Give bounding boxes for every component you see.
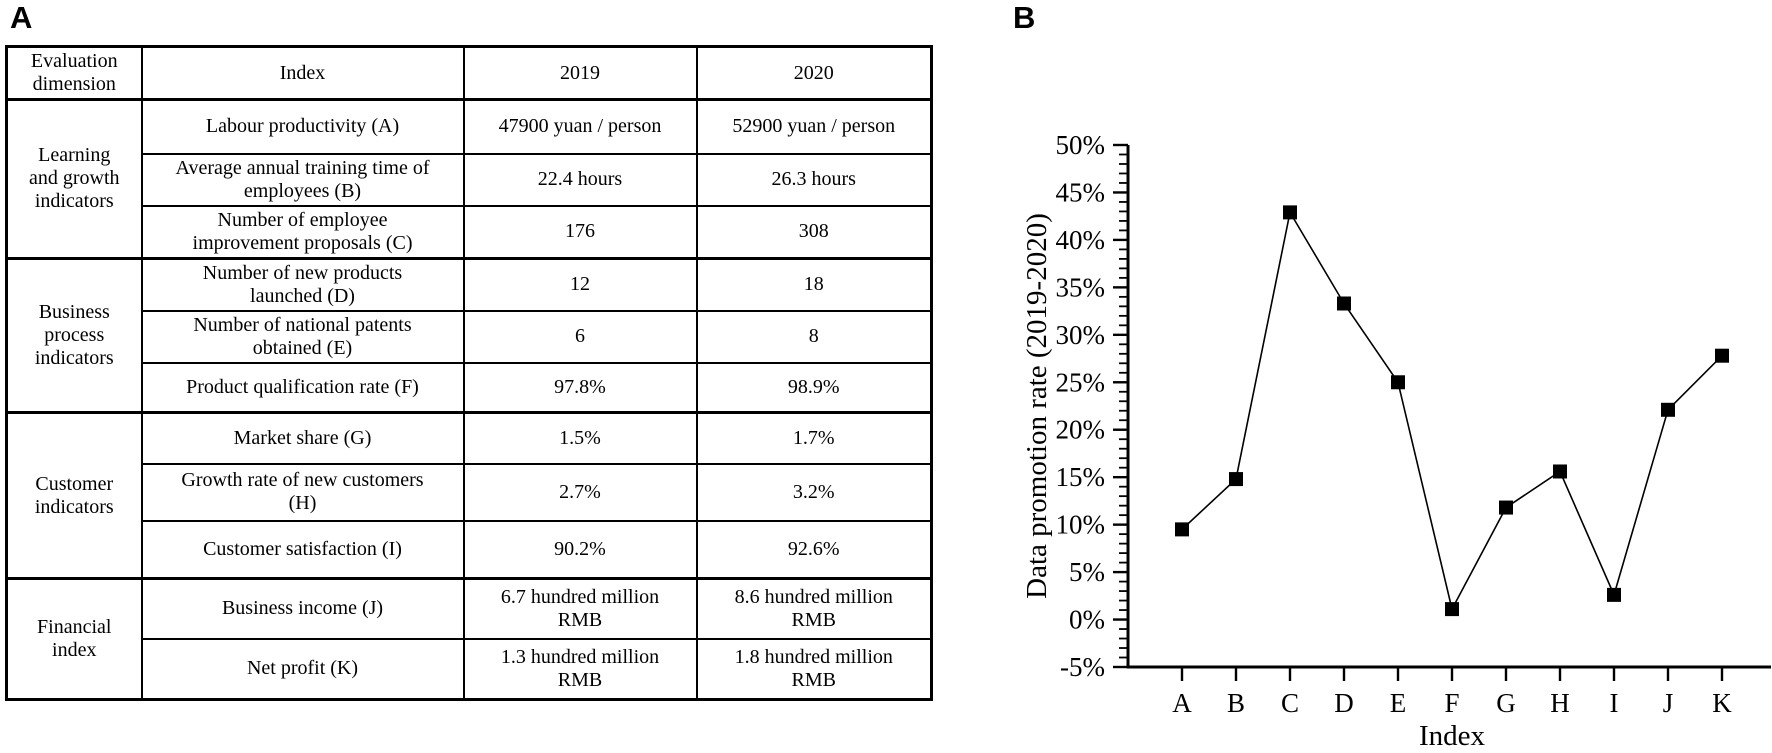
y-tick-label: 25% [1056,367,1106,397]
index-cell: Number of new products launched (D) [140,256,465,312]
y-tick-label: 0% [1069,605,1105,635]
value-2020-cell: 8 [695,309,933,364]
y-tick-label: 35% [1056,272,1106,302]
value-2019-cell: 1.3 hundred million RMB [462,637,698,701]
value-2019-cell: 2.7% [462,462,698,522]
value-2019-cell: 47900 yuan / person [462,98,698,155]
table-row: Customer satisfaction (I) 90.2% 92.6% [7,519,933,580]
y-tick-label: 5% [1069,557,1105,587]
data-point-E [1391,375,1405,390]
y-tick-label: 40% [1056,225,1106,255]
x-tick-label: A [1172,688,1192,718]
x-tick-label: J [1663,688,1674,718]
table-row: Learning and growth indicators Labour pro… [5,98,933,259]
value-2019-cell: 6.7 hundred million RMB [462,577,698,640]
table-row: Growth rate of new customers (H) 2.7% 3.2% [7,462,933,522]
y-tick-label: 20% [1056,415,1106,445]
value-2019-cell: 22.4 hours [462,152,698,207]
table-row: Net profit (K) 1.3 hundred million RMB 1.8… [7,637,933,701]
table-row: Customer indicators Market share (G) 1.5% 1… [5,411,933,580]
y-tick-label: 50% [1056,130,1106,160]
value-2020-cell: 52900 yuan / person [695,98,933,155]
x-tick-label: C [1281,688,1299,718]
data-point-I [1607,587,1621,602]
data-line [1181,210,1723,612]
data-point-K [1715,348,1729,363]
x-tick-label: I [1610,688,1619,718]
x-tick-label: K [1712,688,1732,718]
value-2019-cell: 1.5% [462,411,698,465]
dimension-cell: Learning and growth indicators [5,98,143,259]
y-tick-label: -5% [1060,652,1105,682]
x-tick-label: F [1444,688,1459,718]
y-tick-label: 45% [1056,177,1106,207]
data-point-J [1661,402,1675,417]
index-cell: Market share (G) [140,411,465,465]
table-row: Number of employee improvement proposals… [7,204,933,259]
evaluation-table-body: Learning and growth indicators Labour pro… [5,98,933,701]
value-2020-cell: 1.7% [695,411,933,465]
column-header: 2019 [462,45,698,101]
value-2020-cell: 1.8 hundred million RMB [695,637,933,701]
index-cell: Net profit (K) [140,637,465,701]
index-cell: Number of national patents obtained (E) [140,309,465,364]
table-row: Product qualification rate (F) 97.8% 98.9% [7,361,933,414]
x-tick-label: E [1390,688,1407,718]
value-2020-cell: 308 [695,204,933,259]
x-tick-label: D [1334,688,1354,718]
value-2020-cell: 26.3 hours [695,152,933,207]
value-2019-cell: 176 [462,204,698,259]
header-row: Evaluation dimension Index 2019 2020 [5,45,933,101]
index-cell: Business income (J) [140,577,465,640]
x-tick-label: G [1496,688,1516,718]
y-tick-label: 15% [1056,462,1106,492]
data-point-H [1553,464,1567,479]
x-tick-label: H [1550,688,1570,718]
data-point-G [1499,500,1513,515]
table-row: Business process indicators Number of new… [5,256,933,414]
data-point-D [1337,296,1351,311]
index-cell: Growth rate of new customers (H) [140,462,465,522]
panel-b-label: B [1013,0,1036,35]
table-row: Average annual training time of employee… [7,152,933,207]
column-header: Evaluation dimension [5,45,143,101]
data-point-A [1175,522,1189,537]
table-row: Financial index Business income (J) 6.7 hu… [5,577,933,701]
value-2020-cell: 3.2% [695,462,933,522]
data-point-C [1283,205,1297,220]
data-point-B [1229,472,1243,487]
y-tick-label: 10% [1056,510,1106,540]
dimension-cell: Financial index [5,577,143,701]
value-2020-cell: 18 [695,256,933,312]
x-tick-label: B [1227,688,1245,718]
data-point-F [1445,602,1459,617]
column-header: 2020 [695,45,933,101]
value-2019-cell: 6 [462,309,698,364]
dimension-cell: Business process indicators [5,256,143,414]
value-2019-cell: 90.2% [462,519,698,580]
x-axis-title: Index [1419,720,1486,752]
index-cell: Number of employee improvement proposals… [140,204,465,259]
value-2020-cell: 92.6% [695,519,933,580]
index-cell: Average annual training time of employee… [140,152,465,207]
y-tick-label: 30% [1056,320,1106,350]
dimension-cell: Customer indicators [5,411,143,580]
evaluation-table: Evaluation dimension Index 2019 2020 Learni… [5,45,933,701]
index-cell: Labour productivity (A) [140,98,465,155]
index-cell: Product qualification rate (F) [140,361,465,414]
y-axis-title: Data promotion rate (2019-2020) [1021,213,1053,599]
panel-a-label: A [10,0,33,35]
value-2019-cell: 97.8% [462,361,698,414]
index-cell: Customer satisfaction (I) [140,519,465,580]
evaluation-table-header: Evaluation dimension Index 2019 2020 [5,45,933,101]
table-row: Number of national patents obtained (E) 6… [7,309,933,364]
value-2019-cell: 12 [462,256,698,312]
value-2020-cell: 98.9% [695,361,933,414]
value-2020-cell: 8.6 hundred million RMB [695,577,933,640]
column-header: Index [140,45,465,101]
